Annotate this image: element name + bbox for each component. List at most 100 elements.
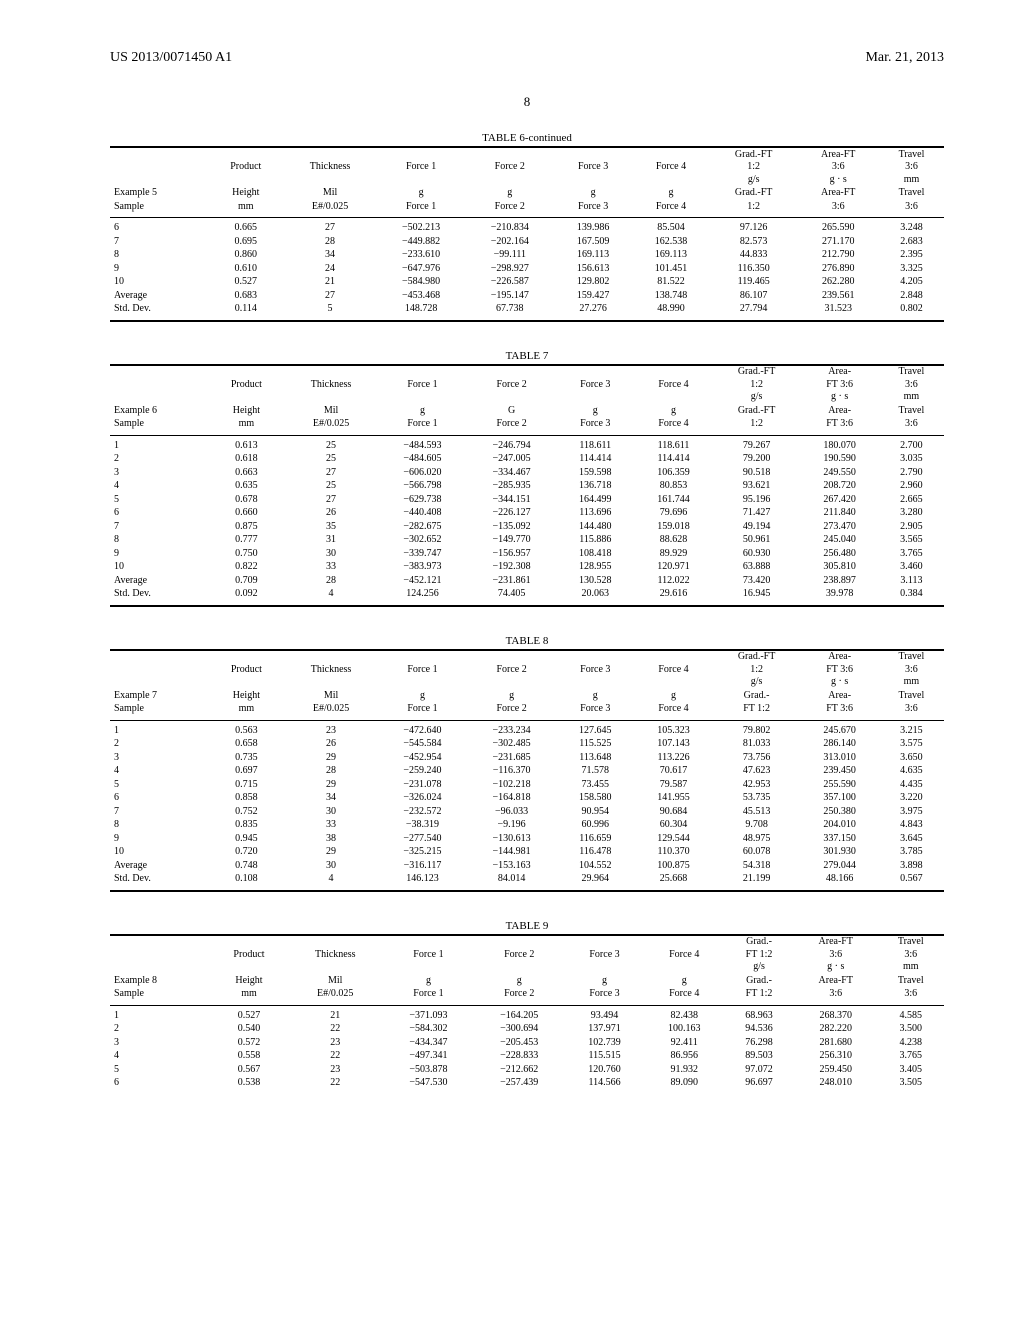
table-cell: −300.694	[474, 1023, 565, 1037]
table-cell: 158.580	[556, 792, 634, 806]
col-header: Area-FT3:6g · s	[797, 147, 879, 187]
table-cell: 29.616	[634, 588, 712, 606]
table-cell: −647.976	[377, 262, 466, 276]
col-header: Product	[208, 147, 283, 187]
table-cell: −629.738	[378, 493, 467, 507]
table-cell: 28	[284, 574, 378, 588]
table-cell: 100.163	[644, 1023, 724, 1037]
table-cell: 104.552	[556, 859, 634, 873]
table-cell: 3.113	[879, 574, 944, 588]
data-table: ProductThicknessForce 1Force 2Force 3For…	[110, 649, 944, 892]
table-cell: 95.196	[713, 493, 801, 507]
table-cell: 268.370	[794, 1005, 878, 1023]
table-cell: 4	[284, 873, 378, 891]
table-cell: 0.777	[209, 534, 285, 548]
table-cell: 0.092	[209, 588, 285, 606]
table-cell: 21	[287, 1005, 383, 1023]
table-cell: 48.975	[713, 832, 801, 846]
table-cell: 93.621	[713, 480, 801, 494]
table-cell: 255.590	[801, 778, 879, 792]
table-cell: 0.750	[209, 547, 285, 561]
col-header: Force 1	[378, 650, 467, 690]
table-cell: 3.405	[878, 1063, 945, 1077]
table-cell: −449.882	[377, 235, 466, 249]
table-cell: 27.794	[710, 303, 798, 321]
table-cell: 245.040	[801, 534, 879, 548]
table-cell: 30	[284, 547, 378, 561]
table-cell: 9.708	[713, 819, 801, 833]
col-header: Force 3	[554, 200, 632, 218]
table-cell: 238.897	[801, 574, 879, 588]
col-header: Height	[208, 187, 283, 201]
table-cell: 3.565	[879, 534, 944, 548]
col-header: Force 3	[556, 418, 634, 436]
table-cell: 0.613	[209, 435, 285, 453]
col-header: FT 1:2	[713, 703, 801, 721]
col-header: Area-FT3:6g · s	[794, 935, 878, 975]
col-header: g	[378, 404, 467, 418]
table-cell: 53.735	[713, 792, 801, 806]
col-header: Example 5	[110, 187, 208, 201]
col-header: Force 1	[377, 200, 466, 218]
col-header: Sample	[110, 200, 208, 218]
table-cell: 101.451	[632, 262, 710, 276]
col-header: Example 7	[110, 689, 209, 703]
table-cell: −383.973	[378, 561, 467, 575]
table-cell: 79.696	[634, 507, 712, 521]
table-cell: 259.450	[794, 1063, 878, 1077]
table-cell: 48.990	[632, 303, 710, 321]
table-cell: 256.310	[794, 1050, 878, 1064]
table-cell: 97.072	[724, 1063, 794, 1077]
table-cell: 119.465	[710, 276, 798, 290]
table-cell: 136.718	[556, 480, 634, 494]
table-cell: 3.785	[879, 846, 944, 860]
table-cell: 6	[110, 1077, 210, 1091]
col-header: Force 3	[554, 147, 632, 187]
table-cell: 357.100	[801, 792, 879, 806]
table-cell: 79.587	[634, 778, 712, 792]
col-header: 3:6	[879, 703, 944, 721]
col-header: g	[474, 974, 565, 988]
table-row: 80.77731−302.652−149.770115.88688.62850.…	[110, 534, 944, 548]
table-cell: −325.215	[378, 846, 467, 860]
table-cell: 282.220	[794, 1023, 878, 1037]
table-cell: 21.199	[713, 873, 801, 891]
table-cell: −453.468	[377, 289, 466, 303]
table-cell: 29	[284, 751, 378, 765]
table-row: 20.54022−584.302−300.694137.971100.16394…	[110, 1023, 944, 1037]
table-cell: 47.623	[713, 765, 801, 779]
table-row: Std. Dev.0.1084146.12384.01429.96425.668…	[110, 873, 944, 891]
table-cell: −135.092	[467, 520, 556, 534]
table-cell: 115.515	[565, 1050, 645, 1064]
col-header: Force 1	[377, 147, 466, 187]
table-cell: 4	[110, 1050, 210, 1064]
table-cell: −231.078	[378, 778, 467, 792]
table-cell: −484.605	[378, 453, 467, 467]
table-cell: 0.720	[209, 846, 285, 860]
col-header: Force 4	[634, 650, 712, 690]
table-cell: 6	[110, 218, 208, 236]
col-header: Sample	[110, 703, 209, 721]
table-row: 40.55822−497.341−228.833115.51586.95689.…	[110, 1050, 944, 1064]
table-cell: 3	[110, 466, 209, 480]
col-header: g	[377, 187, 466, 201]
col-header: Thickness	[284, 650, 378, 690]
table-cell: 3.280	[879, 507, 944, 521]
col-header: Thickness	[284, 365, 378, 405]
table-row: Average0.68327−453.468−195.147159.427138…	[110, 289, 944, 303]
table-cell: 3.220	[879, 792, 944, 806]
table-cell: 0.835	[209, 819, 285, 833]
table-cell: 33	[284, 819, 378, 833]
table-cell: 5	[110, 778, 209, 792]
col-header: mm	[209, 418, 285, 436]
col-header: Force 2	[465, 147, 554, 187]
table-cell: 137.971	[565, 1023, 645, 1037]
col-header: Example 6	[110, 404, 209, 418]
table-cell: −371.093	[383, 1005, 474, 1023]
col-header: g	[383, 974, 474, 988]
table-cell: −257.439	[474, 1077, 565, 1091]
table-cell: 0.567	[210, 1063, 287, 1077]
col-header: Grad.-FT 1:2g/s	[724, 935, 794, 975]
table-row: 60.66527−502.213−210.834139.98685.50497.…	[110, 218, 944, 236]
col-header: Travel	[878, 974, 945, 988]
